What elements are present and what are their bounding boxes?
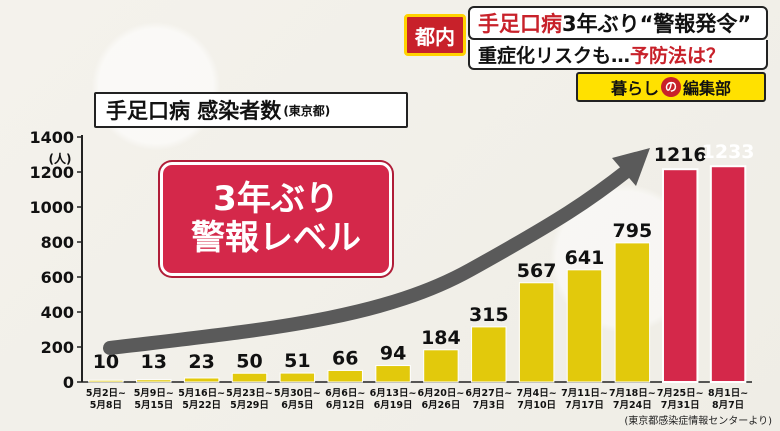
x-tick-label-start: 6月6日~: [325, 388, 365, 399]
x-tick-label-start: 6月13日~: [370, 388, 417, 399]
x-tick-label-start: 7月18日~: [609, 388, 656, 399]
bar: [423, 349, 459, 383]
x-tick-label-end: 6月5日: [281, 400, 313, 411]
bar: [375, 365, 411, 383]
data-label: 13: [141, 351, 167, 373]
y-tick-label: 400: [41, 303, 74, 322]
headline-disease: 手足口病: [478, 12, 562, 36]
x-tick-label-start: 6月20日~: [418, 388, 465, 399]
y-tick-label: 600: [41, 268, 74, 287]
x-tick-label-start: 5月30日~: [274, 388, 321, 399]
y-tick-label: 1000: [29, 198, 74, 217]
x-labels-group: 10 5月2日~5月8日 13 5月9日~5月15日 23 5月16日~5月22日 50 5月…: [86, 141, 755, 411]
x-tick-label-end: 5月15日: [134, 400, 173, 411]
bar: [614, 242, 651, 383]
bar: [471, 326, 507, 383]
bar: [231, 372, 268, 383]
alert-banner: 3年ぶり 警報レベル: [160, 162, 392, 276]
x-tick-label-end: 6月26日: [422, 400, 461, 411]
data-label: 641: [565, 247, 605, 269]
x-tick-label-start: 5月23日~: [226, 388, 273, 399]
bar: [88, 379, 124, 383]
data-label: 50: [236, 350, 262, 372]
x-tick-label-start: 7月4日~: [517, 388, 557, 399]
x-tick-label-end: 5月22日: [182, 400, 221, 411]
x-tick-label-end: 7月3日: [473, 400, 505, 411]
x-tick-label-end: 5月29日: [230, 400, 269, 411]
bar: [566, 269, 603, 383]
data-label: 94: [380, 343, 406, 365]
x-tick-label-start: 6月27日~: [465, 388, 512, 399]
data-label: 51: [284, 350, 310, 372]
bar: [709, 165, 747, 383]
program-name-part1: 暮らし: [610, 79, 659, 98]
y-tick-label: 1200: [29, 163, 74, 182]
x-tick-label-end: 7月24日: [613, 400, 652, 411]
trend-arrow-shaft: [103, 163, 635, 355]
bar: [518, 282, 555, 383]
data-label: 1233: [702, 141, 755, 163]
program-logo: 暮らし の 編集部: [576, 72, 766, 102]
data-label: 184: [421, 327, 461, 349]
region-tag: 都内: [404, 14, 466, 56]
y-tick-label: 200: [41, 338, 74, 357]
program-name-part2: 編集部: [683, 79, 732, 98]
program-name-no: の: [661, 77, 681, 97]
subline-prevention: 予防法は？: [630, 44, 726, 67]
data-label: 567: [517, 260, 557, 282]
chart-title: 手足口病 感染者数 (東京都): [94, 92, 408, 128]
data-label: 315: [469, 304, 509, 326]
chart-title-region: (東京都): [283, 103, 331, 118]
x-tick-label-start: 7月25日~: [657, 388, 704, 399]
x-tick-label-end: 7月10日: [517, 400, 556, 411]
caption-subline: 重症化リスクも… 予防法は？: [468, 40, 768, 70]
data-label: 10: [93, 351, 119, 373]
y-tick-label: 1400: [29, 128, 74, 147]
x-tick-label-start: 8月1日~: [708, 388, 748, 399]
bar: [327, 369, 363, 383]
subline-risk: 重症化リスクも…: [478, 44, 631, 67]
bar: [136, 379, 172, 383]
bars-group: [88, 165, 747, 383]
banner-line1: 3年ぶり: [213, 178, 339, 219]
data-label: 23: [188, 351, 214, 373]
bar: [183, 377, 220, 383]
x-tick-label-end: 8月7日: [712, 400, 744, 411]
data-label: 66: [332, 347, 358, 369]
data-label: 1216: [654, 144, 707, 166]
bar: [279, 372, 316, 383]
x-tick-label-end: 6月19日: [374, 400, 413, 411]
bar: [661, 168, 699, 383]
y-tick-label: 800: [41, 233, 74, 252]
headline-alert: 3年ぶり“警報発令”: [562, 12, 752, 36]
x-tick-label-end: 6月12日: [326, 400, 365, 411]
chart-title-main: 手足口病 感染者数: [106, 99, 282, 123]
banner-line2: 警報レベル: [191, 218, 361, 258]
data-label: 795: [613, 220, 653, 242]
trend-arrow-head: [612, 148, 650, 186]
x-tick-label-start: 5月16日~: [178, 388, 225, 399]
y-axis-unit: (人): [49, 151, 72, 166]
x-tick-label-end: 5月8日: [90, 400, 122, 411]
x-tick-label-end: 7月31日: [661, 400, 700, 411]
source-note: (東京都感染症情報センターより): [624, 416, 772, 427]
x-tick-label-end: 7月17日: [565, 400, 604, 411]
x-tick-label-start: 7月11日~: [561, 388, 608, 399]
news-caption: 都内 手足口病 3年ぶり“警報発令” 重症化リスクも… 予防法は？ 暮らし の …: [404, 6, 772, 102]
x-tick-label-start: 5月2日~: [86, 388, 126, 399]
y-tick-label: 0: [63, 373, 74, 392]
caption-headline: 手足口病 3年ぶり“警報発令”: [468, 6, 768, 40]
trend-arrow-group: [103, 148, 650, 355]
x-tick-label-start: 5月9日~: [134, 388, 174, 399]
